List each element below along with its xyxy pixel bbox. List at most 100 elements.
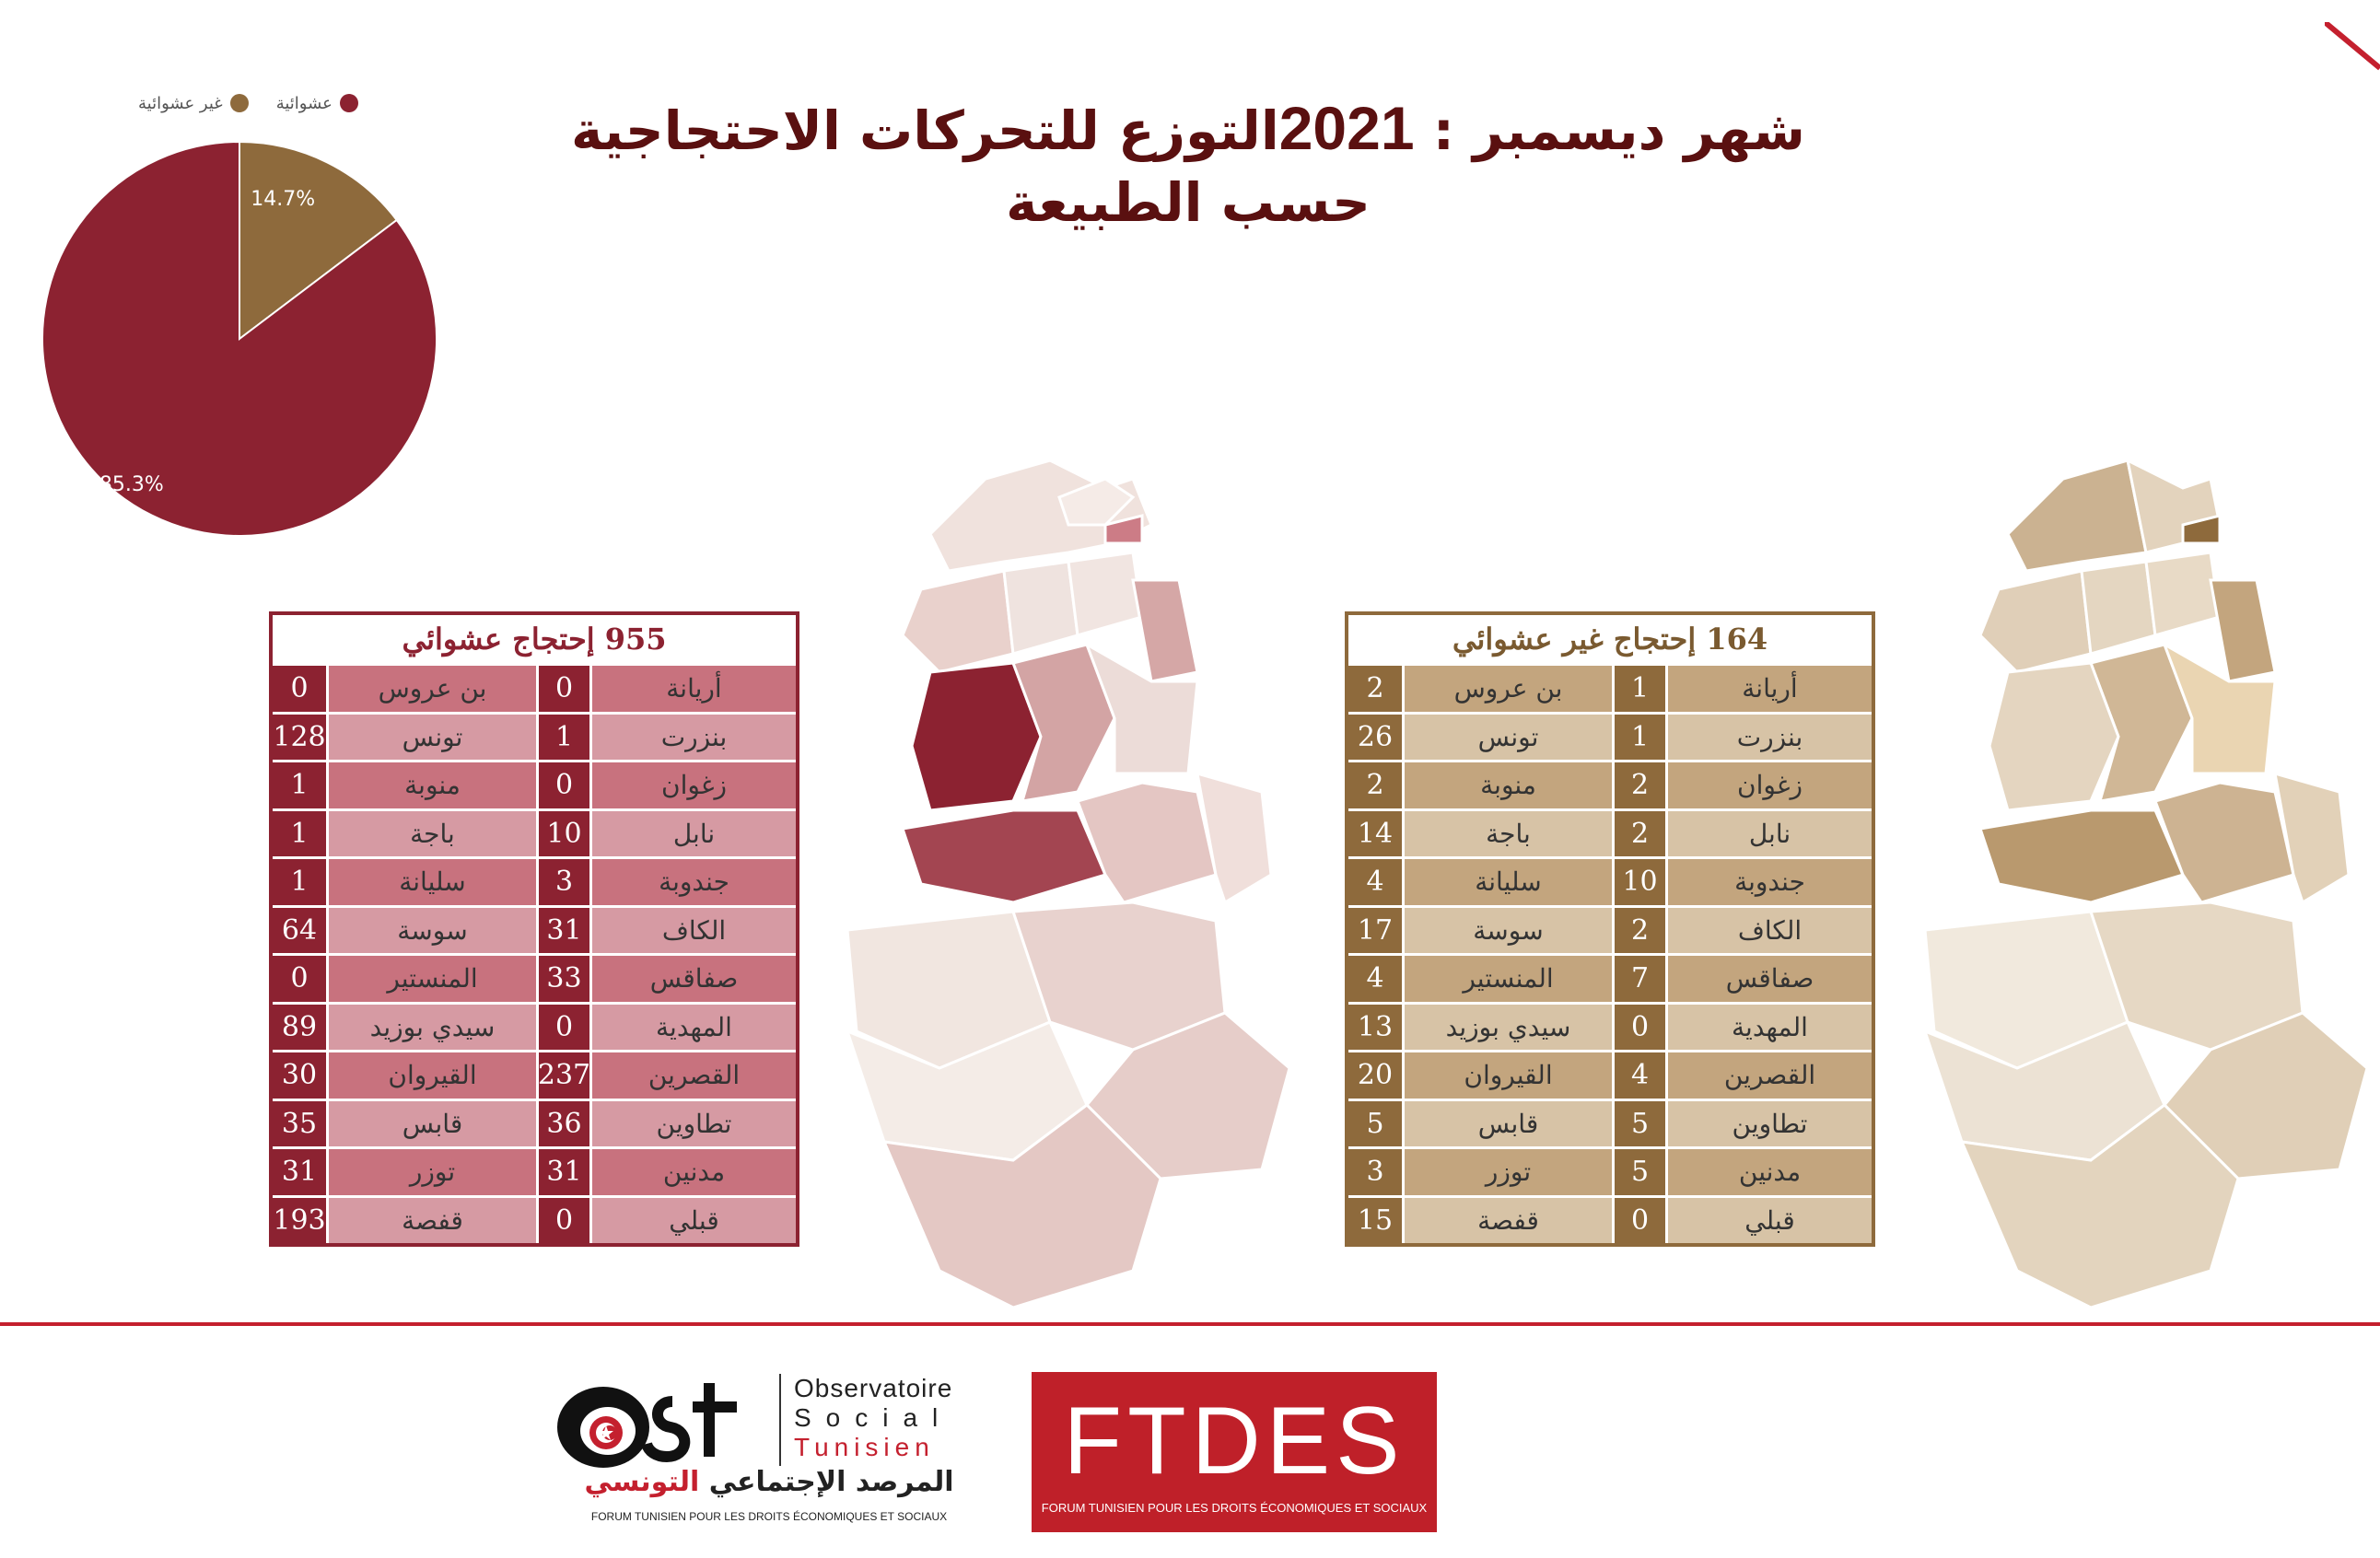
table-row: 3 توزر 5 مدنين	[1348, 1146, 1872, 1195]
map-region-zaghouan	[2144, 551, 2222, 637]
table-row: 0 بن عروس 0 أريانة	[273, 663, 796, 712]
map-region-nw	[901, 569, 1015, 674]
cell-left-name: سيدي بوزيد	[326, 1004, 536, 1050]
cell-right-value: 237	[536, 1052, 590, 1099]
map-region-sidibouzid	[2153, 781, 2295, 904]
map-random	[845, 459, 1291, 1309]
map-region-bizerte	[1057, 477, 1136, 527]
legend-dot-nonrandom	[229, 94, 249, 112]
map-region-sfax	[2273, 771, 2351, 905]
table-row: 2 منوبة 2 زغوان	[1348, 760, 1872, 808]
cell-left-name: قفصة	[1402, 1197, 1612, 1243]
cell-right-value: 33	[536, 956, 589, 1002]
cell-right-name: تطاوين	[589, 1100, 796, 1146]
cell-right-value: 0	[536, 666, 589, 712]
table-row: 4 المنستير 7 صفاقس	[1348, 953, 1872, 1002]
cell-left-value: 0	[273, 666, 326, 712]
pie-slice-nonrandom	[239, 140, 399, 342]
cell-right-value: 1	[1612, 714, 1665, 760]
cell-right-name: القصرين	[1665, 1052, 1872, 1099]
cell-right-name: القصرين	[589, 1052, 796, 1099]
cell-right-name: جندوبة	[1665, 859, 1872, 905]
cell-right-value: 10	[1612, 859, 1665, 905]
cell-right-value: 0	[536, 1004, 589, 1050]
cell-left-name: قابس	[326, 1100, 536, 1146]
cell-left-value: 13	[1348, 1004, 1402, 1050]
ost-fr-line2: Social	[794, 1403, 953, 1432]
cell-right-value: 0	[536, 1197, 589, 1243]
title-prefix: شهر ديسمبر :	[1414, 99, 1805, 162]
table-row: 64 سوسة 31 الكاف	[273, 904, 796, 953]
legend-label-random: عشوائية	[275, 93, 332, 113]
cell-right-name: بنزرت	[589, 714, 796, 760]
cell-left-name: توزر	[1402, 1149, 1612, 1195]
cell-left-value: 2	[1348, 666, 1402, 712]
cell-left-value: 193	[273, 1197, 326, 1243]
map-region-nabeul	[2209, 578, 2277, 683]
cell-right-name: أريانة	[589, 666, 796, 712]
map-region-beja	[1002, 560, 1079, 656]
table-row: 35 قابس 36 تطاوين	[273, 1098, 796, 1146]
cell-right-name: مدنين	[589, 1149, 796, 1195]
pie-label-nonrandom: 14.7%	[251, 188, 315, 211]
table-row: 26 تونس 1 بنزرت	[1348, 711, 1872, 760]
title-text: التوزع للتحركات الاحتجاجية حسب الطبيعة	[571, 99, 1371, 234]
cell-left-name: تونس	[326, 714, 536, 760]
cell-left-name: قابس	[1402, 1100, 1612, 1146]
ost-logo: Observatoire Social Tunisien المرصد الإج…	[553, 1370, 995, 1536]
cell-left-name: توزر	[326, 1149, 536, 1195]
ost-french-name: Observatoire Social Tunisien	[794, 1374, 987, 1462]
cell-right-name: الكاف	[1665, 907, 1872, 953]
table-row: 0 المنستير 33 صفاقس	[273, 953, 796, 1002]
cell-left-name: المنستير	[1402, 956, 1612, 1002]
map-region-tunis	[2181, 514, 2222, 545]
table-row: 30 القيروان 237 القصرين	[273, 1050, 796, 1099]
table-row: 193 قفصة 0 قبلي	[273, 1194, 796, 1243]
cell-right-value: 0	[1612, 1197, 1665, 1243]
table-random-title: 955 إحتجاج عشوائي	[402, 622, 667, 657]
cell-right-value: 10	[536, 810, 589, 856]
cell-right-name: بنزرت	[1665, 714, 1872, 760]
ftdes-name: FTDES	[1063, 1388, 1406, 1494]
map-region-kasserine	[1978, 808, 2186, 904]
ost-fr-line3: Tunisien	[794, 1433, 935, 1461]
cell-right-value: 4	[1612, 1052, 1665, 1099]
map-region-tataouine	[1959, 1103, 2240, 1309]
cell-right-value: 1	[536, 714, 589, 760]
cell-right-name: صفاقس	[1665, 956, 1872, 1002]
cell-right-value: 0	[536, 762, 589, 808]
map-region-kasserine	[901, 808, 1108, 904]
table-row: 14 باجة 2 نابل	[1348, 808, 1872, 856]
cell-left-value: 15	[1348, 1197, 1402, 1243]
cell-right-value: 7	[1612, 956, 1665, 1002]
cell-right-value: 0	[1612, 1004, 1665, 1050]
table-random: 955 إحتجاج عشوائي 0 بن عروس 0 أريانة 128 تونس…	[269, 611, 799, 1247]
legend-item-random: عشوائية	[276, 90, 358, 116]
cell-left-name: المنستير	[326, 956, 536, 1002]
cell-right-value: 2	[1612, 810, 1665, 856]
pie-label-random: 85.3%	[99, 473, 164, 496]
cell-left-value: 20	[1348, 1052, 1402, 1099]
cell-right-name: المهدية	[1665, 1004, 1872, 1050]
pie-legend: عشوائية غير عشوائية	[138, 90, 358, 116]
cell-left-name: القيروان	[326, 1052, 536, 1099]
cell-left-value: 31	[273, 1149, 326, 1195]
cell-left-value: 1	[273, 810, 326, 856]
cell-right-name: جندوبة	[589, 859, 796, 905]
legend-label-nonrandom: غير عشوائية	[138, 93, 223, 113]
ost-arabic-name: المرصد الإجتماعي التونسي	[553, 1466, 986, 1498]
cell-right-name: صفاقس	[589, 956, 796, 1002]
cell-right-value: 1	[1612, 666, 1665, 712]
cell-left-value: 14	[1348, 810, 1402, 856]
ost-ar-red: التونسي	[584, 1466, 700, 1498]
cell-right-value: 31	[536, 907, 589, 953]
cell-right-value: 2	[1612, 762, 1665, 808]
cell-right-name: زغوان	[1665, 762, 1872, 808]
cell-left-name: سيدي بوزيد	[1402, 1004, 1612, 1050]
cell-right-name: نابل	[589, 810, 796, 856]
cell-left-name: منوبة	[1402, 762, 1612, 808]
ost-subtitle: FORUM TUNISIEN POUR LES DROITS ÉCONOMIQU…	[590, 1510, 948, 1523]
cell-left-value: 26	[1348, 714, 1402, 760]
corner-decoration	[2325, 22, 2380, 71]
map-region-sfax	[1196, 771, 1273, 905]
